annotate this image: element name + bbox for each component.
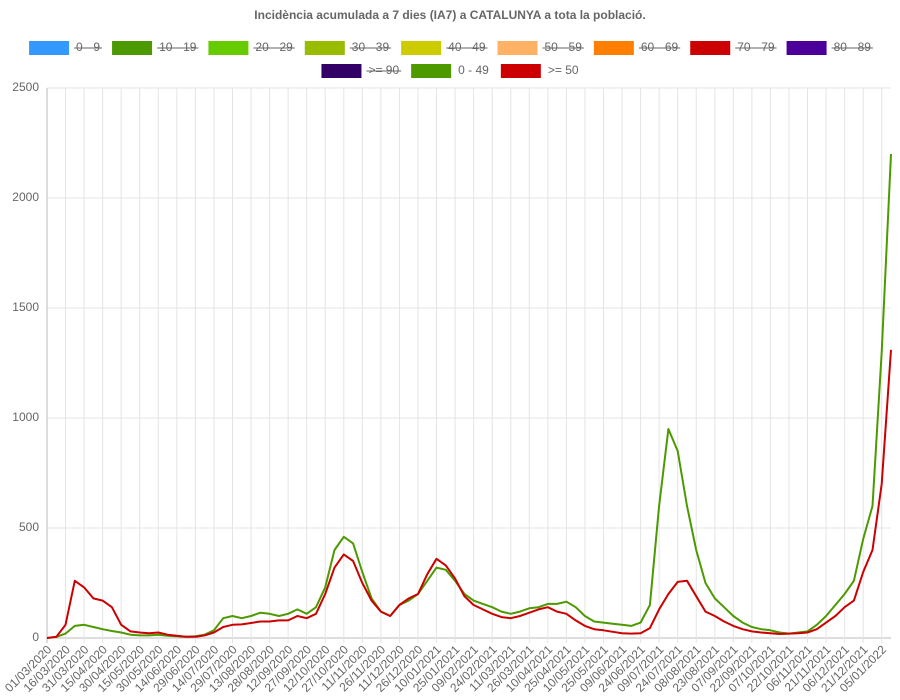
legend-item[interactable]: 60 - 69 xyxy=(593,40,681,55)
legend-label: >= 50 xyxy=(548,63,579,77)
legend-item[interactable]: >= 50 xyxy=(500,63,579,78)
legend-swatch xyxy=(500,64,541,78)
legend-swatch xyxy=(411,64,452,78)
legend-item[interactable]: 10 - 19 xyxy=(112,40,199,55)
legend-swatch xyxy=(112,41,153,55)
legend-item[interactable]: 30 - 39 xyxy=(304,40,392,55)
legend-swatch xyxy=(321,64,362,78)
legend-swatch xyxy=(497,41,538,55)
legend-swatch xyxy=(690,41,731,55)
legend-label: 50 - 59 xyxy=(545,40,583,54)
legend-label: 80 - 89 xyxy=(834,40,872,54)
legend-row: 0 - 9 10 - 19 20 - 29 30 - 39 40 - 49 50 - 59… xyxy=(29,40,873,55)
legend-label: 40 - 49 xyxy=(448,40,486,54)
legend-item[interactable]: 0 - 9 xyxy=(29,40,103,55)
y-tick-label: 1500 xyxy=(12,300,39,314)
y-tick-label: 2000 xyxy=(12,190,39,204)
legend-item[interactable]: 50 - 59 xyxy=(497,40,584,55)
legend-item[interactable]: 70 - 79 xyxy=(690,40,777,55)
legend-swatch xyxy=(786,41,827,55)
legend-swatch xyxy=(304,41,345,55)
legend-label: 20 - 29 xyxy=(255,40,293,54)
legend-label: 0 - 49 xyxy=(458,63,489,77)
legend-label: 30 - 39 xyxy=(352,40,390,54)
legend-item[interactable]: 80 - 89 xyxy=(786,40,873,55)
legend-row: >= 90 0 - 49 >= 50 xyxy=(321,63,579,78)
legend-item[interactable]: 20 - 29 xyxy=(208,40,295,55)
legend-label: >= 90 xyxy=(368,63,399,77)
legend-item[interactable]: 40 - 49 xyxy=(401,40,488,55)
legend-label: 10 - 19 xyxy=(159,40,197,54)
legend-swatch xyxy=(208,41,249,55)
legend-label: 60 - 69 xyxy=(641,40,679,54)
legend-swatch xyxy=(401,41,442,55)
y-tick-label: 1000 xyxy=(12,410,39,424)
y-tick-label: 2500 xyxy=(12,80,39,94)
legend-label: 0 - 9 xyxy=(76,40,100,54)
legend-item[interactable]: 0 - 49 xyxy=(411,63,489,78)
y-tick-label: 500 xyxy=(19,520,39,534)
y-tick-label: 0 xyxy=(32,630,39,644)
legend-swatch xyxy=(29,41,70,55)
series-line xyxy=(46,349,892,639)
legend-swatch xyxy=(593,41,634,55)
chart-title: Incidència acumulada a 7 dies (IA7) a CA… xyxy=(254,8,645,22)
series-line xyxy=(46,153,892,639)
legend-label: 70 - 79 xyxy=(737,40,775,54)
legend-item[interactable]: >= 90 xyxy=(321,63,402,78)
